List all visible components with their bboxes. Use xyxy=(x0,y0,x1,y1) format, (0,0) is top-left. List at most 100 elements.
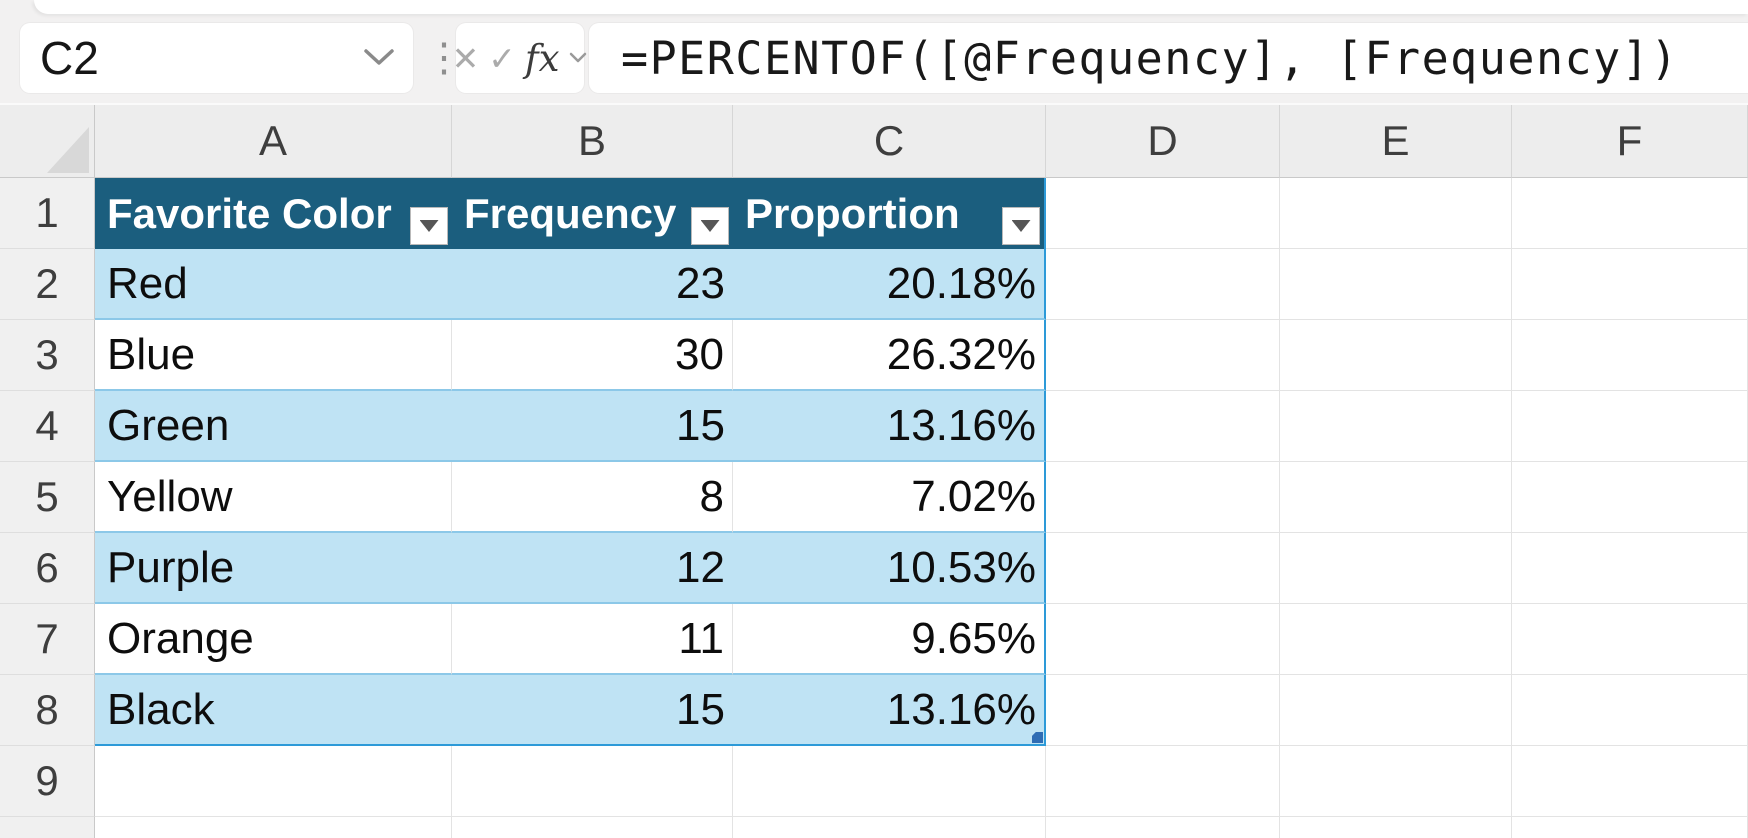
cell-C4[interactable]: 13.16% xyxy=(733,391,1046,462)
filter-dropdown-icon xyxy=(700,220,720,232)
column-header-row: A B C D E F xyxy=(0,103,1748,178)
cell-B5[interactable]: 8 xyxy=(452,462,733,533)
cell-E8[interactable] xyxy=(1280,675,1512,746)
cell-C2[interactable]: 20.18% xyxy=(733,249,1046,320)
cell-B10[interactable] xyxy=(452,817,733,838)
name-box[interactable]: C2 xyxy=(20,23,413,93)
cell-E3[interactable] xyxy=(1280,320,1512,391)
formula-text: =PERCENTOF([@Frequency], [Frequency]) xyxy=(621,31,1679,85)
table-resize-handle[interactable] xyxy=(1032,732,1043,743)
cell-E10[interactable] xyxy=(1280,817,1512,838)
row-header-10[interactable] xyxy=(0,817,95,838)
cell-E1[interactable] xyxy=(1280,178,1512,249)
cell-A8[interactable]: Black xyxy=(95,675,452,746)
row-header-5[interactable]: 5 xyxy=(0,462,95,533)
cell-B4[interactable]: 15 xyxy=(452,391,733,462)
table-header-favorite-color: Favorite Color xyxy=(107,189,392,237)
cancel-icon[interactable]: ✕ xyxy=(451,39,480,77)
cell-A4[interactable]: Green xyxy=(95,391,452,462)
cell-E6[interactable] xyxy=(1280,533,1512,604)
cell-A10[interactable] xyxy=(95,817,452,838)
cell-F7[interactable] xyxy=(1512,604,1748,675)
cell-C8[interactable]: 13.16% xyxy=(733,675,1046,746)
empty-row xyxy=(0,817,1748,838)
row-header-4[interactable]: 4 xyxy=(0,391,95,462)
cell-F6[interactable] xyxy=(1512,533,1748,604)
row-header-7[interactable]: 7 xyxy=(0,604,95,675)
row-header-3[interactable]: 3 xyxy=(0,320,95,391)
cell-E5[interactable] xyxy=(1280,462,1512,533)
cell-F8[interactable] xyxy=(1512,675,1748,746)
cell-F2[interactable] xyxy=(1512,249,1748,320)
cell-A1[interactable]: Favorite Color xyxy=(95,178,452,249)
cell-B8[interactable]: 15 xyxy=(452,675,733,746)
column-header-E[interactable]: E xyxy=(1280,105,1512,178)
column-header-D[interactable]: D xyxy=(1046,105,1280,178)
cell-C6[interactable]: 10.53% xyxy=(733,533,1046,604)
row-header-6[interactable]: 6 xyxy=(0,533,95,604)
cell-E4[interactable] xyxy=(1280,391,1512,462)
cell-C10[interactable] xyxy=(733,817,1046,838)
cell-D5[interactable] xyxy=(1046,462,1280,533)
cell-A2[interactable]: Red xyxy=(95,249,452,320)
cell-D9[interactable] xyxy=(1046,746,1280,817)
filter-dropdown-icon xyxy=(419,220,439,232)
cell-B7[interactable]: 11 xyxy=(452,604,733,675)
table-row: 5 Yellow 8 7.02% xyxy=(0,462,1748,533)
column-header-B[interactable]: B xyxy=(452,105,733,178)
cell-D1[interactable] xyxy=(1046,178,1280,249)
row-header-2[interactable]: 2 xyxy=(0,249,95,320)
cell-F9[interactable] xyxy=(1512,746,1748,817)
cell-E2[interactable] xyxy=(1280,249,1512,320)
cell-D3[interactable] xyxy=(1046,320,1280,391)
column-header-F[interactable]: F xyxy=(1512,105,1748,178)
cell-A3[interactable]: Blue xyxy=(95,320,452,391)
fx-chevron-down-icon[interactable] xyxy=(568,51,588,65)
cell-F10[interactable] xyxy=(1512,817,1748,838)
cell-D6[interactable] xyxy=(1046,533,1280,604)
cell-F3[interactable] xyxy=(1512,320,1748,391)
cell-A6[interactable]: Purple xyxy=(95,533,452,604)
insert-function-icon[interactable]: fx xyxy=(524,36,560,80)
row-header-1[interactable]: 1 xyxy=(0,178,95,249)
cell-D2[interactable] xyxy=(1046,249,1280,320)
cell-B1[interactable]: Frequency xyxy=(452,178,733,249)
enter-icon[interactable]: ✓ xyxy=(488,39,516,77)
cell-D8[interactable] xyxy=(1046,675,1280,746)
cell-A9[interactable] xyxy=(95,746,452,817)
cell-F4[interactable] xyxy=(1512,391,1748,462)
table-row: 6 Purple 12 10.53% xyxy=(0,533,1748,604)
cell-E9[interactable] xyxy=(1280,746,1512,817)
cell-C3[interactable]: 26.32% xyxy=(733,320,1046,391)
cell-A5[interactable]: Yellow xyxy=(95,462,452,533)
cell-B6[interactable]: 12 xyxy=(452,533,733,604)
column-header-C[interactable]: C xyxy=(733,105,1046,178)
cell-E7[interactable] xyxy=(1280,604,1512,675)
cell-C9[interactable] xyxy=(733,746,1046,817)
chevron-down-icon[interactable] xyxy=(363,48,395,68)
select-all-corner[interactable] xyxy=(0,105,95,178)
table-row: 2 Red 23 20.18% xyxy=(0,249,1748,320)
cell-B2[interactable]: 23 xyxy=(452,249,733,320)
cell-B3[interactable]: 30 xyxy=(452,320,733,391)
cell-C5[interactable]: 7.02% xyxy=(733,462,1046,533)
column-header-A[interactable]: A xyxy=(95,105,452,178)
cell-F1[interactable] xyxy=(1512,178,1748,249)
select-all-triangle-icon xyxy=(47,127,89,173)
cell-F5[interactable] xyxy=(1512,462,1748,533)
cell-D10[interactable] xyxy=(1046,817,1280,838)
cell-D7[interactable] xyxy=(1046,604,1280,675)
filter-button-frequency[interactable] xyxy=(691,207,729,245)
cell-B9[interactable] xyxy=(452,746,733,817)
cell-C1[interactable]: Proportion xyxy=(733,178,1046,249)
cell-D4[interactable] xyxy=(1046,391,1280,462)
formula-input[interactable]: =PERCENTOF([@Frequency], [Frequency]) xyxy=(589,23,1748,93)
filter-button-proportion[interactable] xyxy=(1002,207,1040,245)
cell-A7[interactable]: Orange xyxy=(95,604,452,675)
formula-bar-area: C2 ⋮ ✕ ✓ fx =PERCENTOF([@Frequency], [Fr… xyxy=(0,0,1748,103)
row-header-9[interactable]: 9 xyxy=(0,746,95,817)
row-header-8[interactable]: 8 xyxy=(0,675,95,746)
filter-button-favorite-color[interactable] xyxy=(410,207,448,245)
cell-C7[interactable]: 9.65% xyxy=(733,604,1046,675)
cell-value: 13.16% xyxy=(886,684,1036,734)
